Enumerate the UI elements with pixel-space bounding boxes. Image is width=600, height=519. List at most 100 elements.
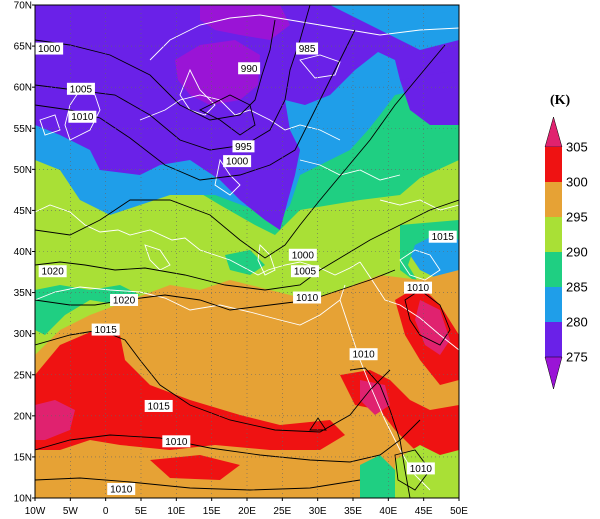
lat-tick-label: 20N [14, 411, 32, 422]
contour-label: 1015 [91, 323, 120, 336]
field-band-310-west [35, 400, 75, 440]
contour-label-box [107, 482, 136, 495]
lon-tick-label: 5E [135, 506, 148, 517]
contour-label: 1010 [107, 482, 136, 495]
field-band-275 [175, 40, 260, 105]
lon-tick-label: 45E [415, 506, 433, 517]
contour-label-box [35, 42, 64, 55]
contour-label-value: 1005 [70, 84, 93, 95]
lat-tick-label: 60N [14, 83, 32, 94]
contour-label-value: 1000 [38, 44, 61, 55]
contour-label-value: 995 [235, 142, 252, 153]
contour-label-box [349, 348, 378, 361]
latitude-axis: 10N 15N 20N 25N 30N 35N 40N 45N 50N 55N 60N 65N 70N [14, 1, 35, 505]
contour-label-value: 1000 [226, 157, 249, 168]
contour-label-value: 990 [241, 64, 258, 75]
contour-label-value: 1010 [407, 283, 430, 294]
colorbar-swatch [545, 217, 562, 252]
contour-label: 1020 [110, 293, 139, 306]
contour-label-value: 1015 [95, 325, 118, 336]
contour-label-box [91, 323, 120, 336]
lat-tick-label: 70N [14, 1, 32, 12]
contour-label: 1010 [404, 281, 433, 294]
lon-tick-label: 20E [238, 506, 256, 517]
colorbar-unit: (K) [550, 93, 571, 108]
contour-label-value: 1010 [71, 112, 94, 123]
colorbar: (K) 305 300 295 290 285 280 275 [544, 93, 588, 390]
coastlines [35, 14, 459, 491]
lon-tick-label: 5W [63, 506, 79, 517]
contour-label-box [290, 265, 319, 278]
lon-tick-label: 15E [203, 506, 221, 517]
contour-label: 1020 [38, 265, 67, 278]
contour-label-box [162, 435, 191, 448]
lon-tick-label: 30E [309, 506, 327, 517]
lat-tick-label: 55N [14, 124, 32, 135]
lat-tick-label: 40N [14, 247, 32, 258]
colorbar-swatch [545, 182, 562, 217]
lon-tick-label: 25E [273, 506, 291, 517]
contour-label-box [144, 399, 173, 412]
lat-tick-label: 25N [14, 370, 32, 381]
contour-label: 1010 [293, 291, 322, 304]
contour-label: 1010 [68, 110, 97, 123]
lon-tick-label: 0 [103, 506, 109, 517]
lat-tick-label: 35N [14, 288, 32, 299]
colorbar-swatch [545, 252, 562, 287]
contour-label-box [293, 291, 322, 304]
contour-label-value: 1010 [296, 293, 319, 304]
field-band-290-blob [225, 250, 265, 275]
lon-tick-label: 40E [379, 506, 397, 517]
contour-label-value: 1010 [410, 464, 433, 475]
contour-label-box [223, 155, 252, 168]
field-band-305-west [35, 330, 345, 450]
contour-label: 1005 [66, 82, 95, 95]
contour-label: 985 [296, 42, 319, 55]
contour-label: 995 [232, 140, 255, 153]
contour-label-box [428, 230, 457, 243]
lat-tick-label: 10N [14, 494, 32, 505]
contour-label-box [404, 281, 433, 294]
colorbar-level-label: 290 [566, 245, 588, 260]
contour-label-value: 1000 [292, 250, 315, 261]
lat-tick-label: 15N [14, 452, 32, 463]
contour-label: 1010 [162, 435, 191, 448]
contour-label: 1000 [223, 155, 252, 168]
contour-label-value: 1010 [165, 437, 188, 448]
lat-tick-label: 50N [14, 165, 32, 176]
contour-label-value: 985 [299, 44, 316, 55]
lat-lon-grid [35, 5, 459, 498]
contour-label: 990 [238, 62, 261, 75]
lon-tick-label: 35E [344, 506, 362, 517]
contour-label-value: 1015 [432, 232, 455, 243]
contour-label-box [406, 462, 435, 475]
lat-tick-label: 45N [14, 206, 32, 217]
contour-label-value: 1005 [294, 267, 317, 278]
colorbar-level-label: 285 [566, 280, 588, 295]
lat-tick-label: 30N [14, 329, 32, 340]
colorbar-arrow-bottom [544, 356, 563, 390]
contour-label-box [296, 42, 319, 55]
colorbar-swatch [545, 322, 562, 357]
contour-label-box [232, 140, 255, 153]
contour-label: 1010 [406, 462, 435, 475]
colorbar-swatch [545, 147, 562, 182]
contour-label-box [110, 293, 139, 306]
field-band-280-east [400, 70, 459, 125]
contour-label: 1010 [349, 348, 378, 361]
contour-label: 1015 [428, 230, 457, 243]
lon-tick-label: 10E [167, 506, 185, 517]
field-band-290-east [400, 220, 459, 285]
contour-labels: 1000 985 990 1005 1010 995 1000 1000 1005 1010 101… [35, 42, 457, 495]
contour-label-value: 1010 [110, 484, 133, 495]
contour-label-value: 1020 [113, 295, 136, 306]
colorbar-arrow-top [544, 116, 563, 148]
colorbar-level-label: 300 [566, 175, 588, 190]
colorbar-level-label: 280 [566, 315, 588, 330]
colorbar-level-label: 295 [566, 210, 588, 225]
contour-label-value: 1010 [352, 350, 375, 361]
lon-tick-label: 10W [25, 506, 46, 517]
contour-label-box [38, 265, 67, 278]
contour-label-box [66, 82, 95, 95]
